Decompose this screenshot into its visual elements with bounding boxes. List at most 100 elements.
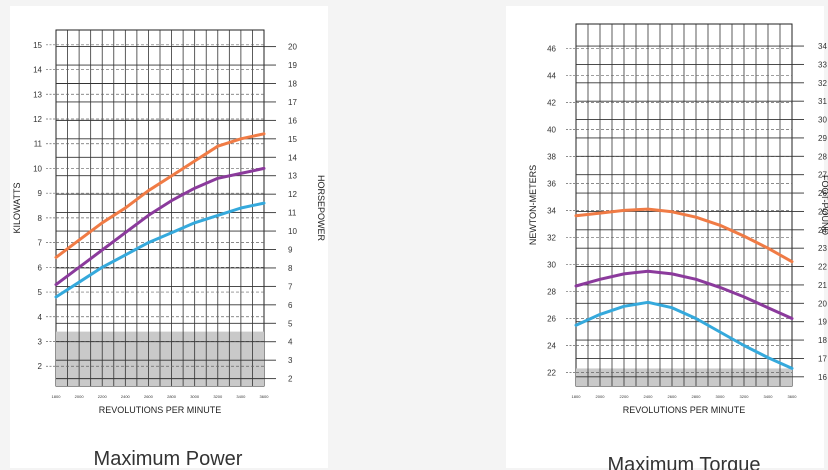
x-tick-label: 3200: [740, 394, 750, 399]
right-tick-label: 27: [818, 171, 827, 180]
right-tick-label: 9: [288, 246, 293, 255]
x-tick-label: 2000: [596, 394, 606, 399]
right-tick-label: 33: [818, 60, 827, 69]
y-axis-label-left: KILOWATTS: [12, 182, 22, 233]
right-tick-label: 25: [818, 207, 827, 216]
right-tick-label: 15: [288, 135, 297, 144]
right-tick-label: 5: [288, 319, 293, 328]
series-line-2: [574, 269, 794, 320]
left-tick-label: 5: [38, 288, 43, 297]
right-tick-label: 29: [818, 134, 827, 143]
right-tick-label: 7: [288, 282, 293, 291]
right-tick-label: 2: [288, 375, 293, 384]
x-tick-label: 2800: [692, 394, 702, 399]
right-tick-label: 20: [818, 299, 827, 308]
right-tick-label: 23: [818, 244, 827, 253]
right-tick-label: 17: [288, 98, 297, 107]
right-tick-label: 32: [818, 79, 827, 88]
left-tick-label: 6: [38, 263, 43, 272]
x-tick-label: 3400: [236, 394, 246, 399]
right-tick-label: 8: [288, 264, 293, 273]
x-tick-label: 2400: [644, 394, 654, 399]
left-tick-label: 38: [547, 152, 556, 161]
left-tick-label: 3: [38, 338, 43, 347]
right-tick-label: 22: [818, 263, 827, 272]
chart-title: Maximum Power: [94, 448, 243, 470]
left-tick-label: 9: [38, 189, 43, 198]
right-tick-label: 20: [288, 43, 297, 52]
series-line-3: [574, 300, 794, 370]
series-line-3: [54, 201, 266, 299]
left-tick-label: 14: [33, 66, 42, 75]
x-tick-label: 3400: [764, 394, 774, 399]
right-tick-label: 12: [288, 190, 297, 199]
x-tick-label: 2600: [668, 394, 678, 399]
right-tick-label: 26: [818, 189, 827, 198]
y-axis-label-right: HORSEPOWER: [316, 175, 326, 242]
right-tick-label: 14: [288, 153, 297, 162]
x-tick-label: 1800: [52, 394, 62, 399]
x-tick-label: 2800: [167, 394, 177, 399]
x-tick-label: 3600: [260, 394, 270, 399]
right-tick-label: 24: [818, 226, 827, 235]
series-line-1: [54, 132, 266, 259]
left-tick-label: 40: [547, 125, 556, 134]
right-tick-label: 10: [288, 227, 297, 236]
right-tick-label: 30: [818, 116, 827, 125]
left-tick-label: 32: [547, 233, 556, 242]
right-tick-label: 28: [818, 152, 827, 161]
left-tick-label: 30: [547, 260, 556, 269]
series-line-2: [54, 166, 266, 287]
left-tick-label: 10: [33, 164, 42, 173]
left-tick-label: 12: [33, 115, 42, 124]
x-tick-label: 2400: [121, 394, 131, 399]
right-tick-label: 21: [818, 281, 827, 290]
right-tick-label: 31: [818, 97, 827, 106]
x-axis-label: REVOLUTIONS PER MINUTE: [99, 405, 222, 415]
y-axis-label-right: FOOT-POUND: [820, 175, 828, 235]
right-tick-label: 16: [818, 373, 827, 382]
right-tick-label: 34: [818, 42, 827, 51]
left-tick-label: 22: [547, 368, 556, 377]
right-tick-label: 13: [288, 172, 297, 181]
right-tick-label: 16: [288, 116, 297, 125]
right-tick-label: 19: [818, 318, 827, 327]
left-tick-label: 2: [38, 362, 43, 371]
left-tick-label: 8: [38, 214, 43, 223]
x-tick-label: 2200: [98, 394, 108, 399]
right-tick-label: 4: [288, 338, 293, 347]
x-tick-label: 2200: [620, 394, 630, 399]
left-tick-label: 46: [547, 44, 556, 53]
right-tick-label: 3: [288, 356, 293, 365]
x-tick-label: 3200: [213, 394, 223, 399]
x-tick-label: 3000: [190, 394, 200, 399]
left-tick-label: 42: [547, 98, 556, 107]
chart-torque: 22 24 26 28 30 32 34 36 38 40 42 44 46 16 17 18 19 20 21 22…: [528, 23, 828, 470]
right-tick-label: 6: [288, 301, 293, 310]
right-tick-label: 18: [818, 336, 827, 345]
x-tick-label: 2000: [75, 394, 85, 399]
x-tick-label: 3600: [788, 394, 798, 399]
left-tick-label: 44: [547, 71, 556, 80]
x-tick-label: 2600: [144, 394, 154, 399]
x-tick-label: 3000: [716, 394, 726, 399]
right-tick-label: 19: [288, 61, 297, 70]
left-tick-label: 36: [547, 179, 556, 188]
right-tick-label: 18: [288, 79, 297, 88]
left-tick-label: 26: [547, 314, 556, 323]
series-line-1: [574, 207, 794, 264]
chart-title: Maximum Torque: [607, 454, 760, 470]
left-tick-label: 4: [38, 313, 43, 322]
x-axis-label: REVOLUTIONS PER MINUTE: [623, 405, 746, 415]
left-tick-label: 34: [547, 206, 556, 215]
right-tick-label: 17: [818, 354, 827, 363]
left-tick-label: 28: [547, 287, 556, 296]
left-tick-label: 15: [33, 41, 42, 50]
left-tick-label: 13: [33, 90, 42, 99]
y-axis-label-left: NEWTON-METERS: [528, 165, 538, 245]
chart-power: 2 3 4 5 6 7 8 9 10 11 12 13 14 15 2 3 4 5 6 7 8 9 10 11 12 13 14 15…: [12, 29, 326, 470]
x-tick-label: 1800: [572, 394, 582, 399]
left-tick-label: 24: [547, 341, 556, 350]
left-tick-label: 11: [34, 140, 43, 149]
